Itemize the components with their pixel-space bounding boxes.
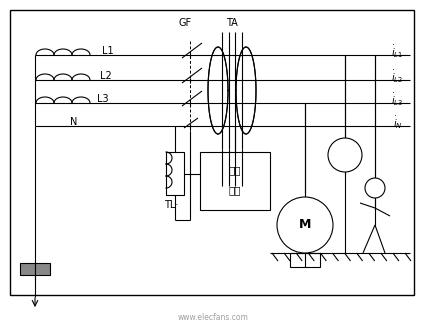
Bar [10,10,414,295]
Text: $\dot{i}_{L1}$: $\dot{i}_{L1}$ [391,44,403,60]
Bar [290,253,320,267]
Circle shape [328,138,362,172]
Text: $\dot{i}_{L2}$: $\dot{i}_{L2}$ [391,69,403,85]
Bar [20,263,50,275]
Text: GF: GF [178,18,192,28]
Text: $\dot{i}_{L3}$: $\dot{i}_{L3}$ [391,91,403,109]
Text: 环节: 环节 [229,185,241,195]
Circle shape [365,178,385,198]
Text: L3: L3 [97,94,109,104]
Text: L2: L2 [100,71,112,81]
Bar [236,47,256,134]
Text: TL·: TL· [164,200,178,210]
Bar [200,152,270,210]
Text: M: M [299,218,311,232]
Text: N: N [70,117,78,127]
Text: L1: L1 [102,46,114,56]
Text: TA: TA [226,18,238,28]
Text: $\dot{i}_{N}$: $\dot{i}_{N}$ [393,115,403,131]
Bar [166,152,184,195]
Text: www.elecfans.com: www.elecfans.com [178,314,248,322]
Bar [208,47,228,134]
Circle shape [277,197,333,253]
Text: 中间: 中间 [229,165,241,175]
